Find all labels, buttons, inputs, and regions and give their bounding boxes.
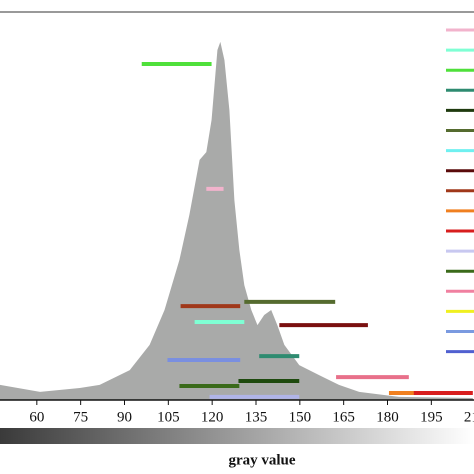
x-tick-label: 150 [289,409,312,425]
histogram-area [0,41,473,400]
x-tick-label: 165 [332,409,355,425]
gray-gradient [0,428,474,444]
x-tick-label: 195 [420,409,443,425]
x-tick-label: 60 [29,409,44,425]
x-tick-label: 210 [464,409,474,425]
x-tick-label: 105 [157,409,180,425]
x-tick-label: 120 [201,409,224,425]
x-tick-label: 75 [73,409,88,425]
x-tick-label: 180 [376,409,399,425]
x-tick-label: 90 [117,409,132,425]
x-axis-label: gray value [228,452,295,468]
x-tick-label: 135 [245,409,268,425]
